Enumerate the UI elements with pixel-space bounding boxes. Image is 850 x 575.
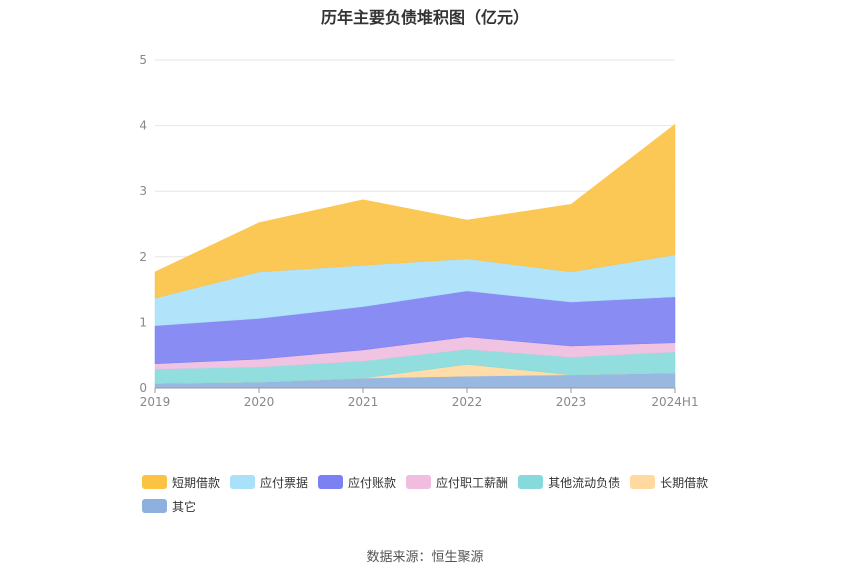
legend-swatch: [630, 475, 656, 489]
legend-label: 其它: [172, 499, 197, 514]
y-tick-label: 4: [139, 119, 147, 133]
legend-label: 其他流动负债: [548, 475, 621, 490]
y-tick-label: 3: [139, 184, 147, 198]
legend-item[interactable]: 长期借款: [630, 474, 708, 490]
legend-swatch: [230, 475, 256, 489]
legend-item[interactable]: 其他流动负债: [518, 474, 620, 490]
legend-swatch: [318, 475, 344, 489]
legend-swatch: [142, 499, 167, 513]
chart-legend: 短期借款 应付票据 应付账款 应付职工薪酬 其他流动负债 长期借款其它: [142, 474, 742, 522]
legend-item[interactable]: 其它: [142, 498, 196, 514]
legend-item[interactable]: 短期借款: [142, 474, 220, 490]
stacked-area-chart: 0 1 2 3 4 5 2019 2020 2021 2022 2023 2024H1: [139, 53, 698, 409]
y-tick-label: 1: [139, 315, 147, 329]
legend-item[interactable]: 应付职工薪酬: [406, 474, 508, 490]
legend-swatch: [518, 475, 544, 489]
data-source-note: 数据来源：恒生聚源: [366, 550, 484, 565]
legend-item[interactable]: 应付票据: [230, 474, 308, 490]
chart-title: 历年主要负债堆积图（亿元）: [320, 8, 529, 27]
legend-label: 应付账款: [348, 475, 397, 490]
x-tick-label: 2021: [348, 395, 379, 409]
legend-label: 应付职工薪酬: [436, 475, 509, 490]
x-tick-label: 2022: [452, 395, 483, 409]
legend-swatch: [142, 475, 167, 489]
x-tick-label: 2024H1: [651, 395, 698, 409]
y-tick-label: 0: [139, 381, 147, 395]
y-tick-label: 5: [139, 53, 147, 67]
legend-item[interactable]: 应付账款: [318, 474, 396, 490]
legend-label: 短期借款: [172, 475, 221, 490]
y-tick-label: 2: [139, 250, 147, 264]
x-tick-label: 2023: [556, 395, 587, 409]
x-tick-label: 2019: [140, 395, 171, 409]
x-tick-label: 2020: [244, 395, 275, 409]
legend-label: 应付票据: [260, 475, 309, 490]
legend-swatch: [406, 475, 432, 489]
area-series-6: [154, 123, 676, 299]
legend-label: 长期借款: [660, 475, 709, 490]
